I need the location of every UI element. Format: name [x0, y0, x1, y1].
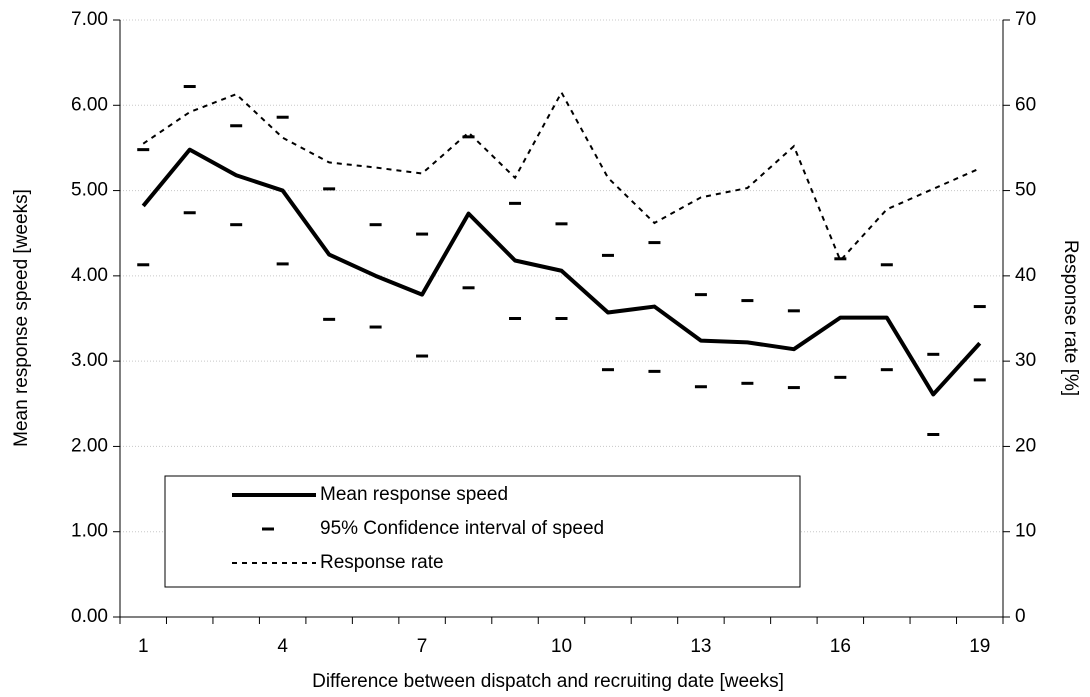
y-axis-title: Mean response speed [weeks] [11, 189, 32, 447]
speed-line [141, 147, 982, 397]
y2-tick-label: 50 [1015, 180, 1036, 201]
x-tick-label: 4 [277, 636, 288, 657]
y-tick-label: 7.00 [71, 9, 108, 30]
y2-tick-label: 0 [1015, 606, 1026, 627]
y2-tick-label: 40 [1015, 265, 1036, 286]
y-tick-label: 5.00 [71, 180, 108, 201]
y2-tick-label: 10 [1015, 521, 1036, 542]
x-tick-label: 19 [969, 636, 990, 657]
x-axis-title: Difference between dispatch and recruiti… [312, 671, 784, 692]
y2-tick-label: 70 [1015, 9, 1036, 30]
y-tick-label: 4.00 [71, 265, 108, 286]
x-tick-label: 7 [417, 636, 428, 657]
y2-tick-label: 60 [1015, 94, 1036, 115]
x-tick-label: 13 [690, 636, 711, 657]
legend-label: 95% Confidence interval of speed [320, 518, 604, 539]
y2-tick-label: 20 [1015, 435, 1036, 456]
x-tick-label: 16 [830, 636, 851, 657]
x-tick-label: 10 [551, 636, 572, 657]
y-tick-label: 1.00 [71, 521, 108, 542]
legend-label: Mean response speed [320, 484, 508, 505]
y-tick-label: 2.00 [71, 435, 108, 456]
legend-label: Response rate [320, 552, 444, 573]
y-tick-label: 6.00 [71, 94, 108, 115]
y-tick-label: 3.00 [71, 350, 108, 371]
y-tick-label: 0.00 [71, 606, 108, 627]
y2-tick-label: 30 [1015, 350, 1036, 371]
x-tick-label: 1 [138, 636, 149, 657]
response-rate-line [142, 90, 981, 263]
y2-axis-title: Response rate [%] [1060, 240, 1081, 396]
